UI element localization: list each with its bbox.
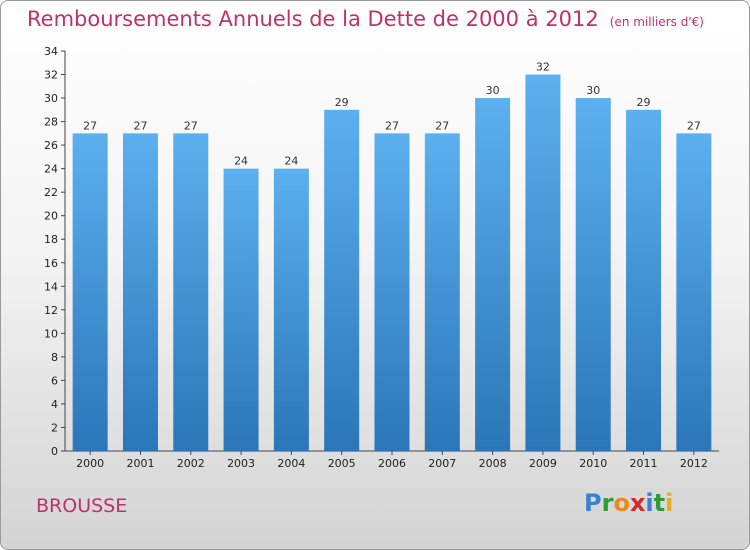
x-tick-label: 2006 — [378, 457, 406, 470]
x-tick-label: 2011 — [630, 457, 658, 470]
x-tick-label: 2001 — [126, 457, 154, 470]
proxiti-logo: Proxiti — [584, 489, 673, 517]
y-tick-label: 0 — [51, 445, 58, 458]
x-tick-label: 2007 — [428, 457, 456, 470]
x-tick-label: 2005 — [328, 457, 356, 470]
y-tick-label: 30 — [44, 92, 58, 105]
bar — [374, 133, 410, 451]
bar — [122, 133, 158, 451]
x-tick-label: 2008 — [479, 457, 507, 470]
logo-letter: i — [665, 489, 674, 517]
bar — [72, 133, 108, 451]
bar-value-label: 27 — [184, 119, 198, 132]
x-tick-label: 2009 — [529, 457, 557, 470]
y-tick-label: 14 — [44, 280, 58, 293]
y-tick-label: 4 — [51, 398, 58, 411]
bar — [173, 133, 209, 451]
logo-letter: r — [601, 489, 614, 517]
chart-title-main: Remboursements Annuels de la Dette de 20… — [27, 7, 599, 31]
y-tick-label: 20 — [44, 210, 58, 223]
bar-value-label: 27 — [133, 119, 147, 132]
bar-value-label: 29 — [637, 96, 651, 109]
x-tick-label: 2000 — [76, 457, 104, 470]
bar-value-label: 30 — [586, 84, 600, 97]
x-tick-label: 2003 — [227, 457, 255, 470]
y-tick-label: 28 — [44, 116, 58, 129]
y-tick-label: 18 — [44, 233, 58, 246]
bar-value-label: 30 — [486, 84, 500, 97]
x-tick-label: 2010 — [579, 457, 607, 470]
bar — [273, 168, 309, 451]
y-tick-label: 26 — [44, 139, 58, 152]
bar-value-label: 27 — [435, 119, 449, 132]
chart-subtitle: (en milliers d'€) — [609, 15, 704, 29]
x-tick-label: 2012 — [680, 457, 708, 470]
bar — [626, 109, 662, 451]
y-tick-label: 12 — [44, 304, 58, 317]
bar-value-label: 27 — [687, 119, 701, 132]
bar-value-label: 32 — [536, 61, 550, 74]
y-tick-label: 10 — [44, 327, 58, 340]
y-tick-label: 8 — [51, 351, 58, 364]
y-tick-label: 24 — [44, 163, 58, 176]
bar-value-label: 27 — [385, 119, 399, 132]
y-tick-label: 22 — [44, 186, 58, 199]
y-tick-label: 34 — [44, 45, 58, 58]
bar — [324, 109, 360, 451]
bar — [424, 133, 460, 451]
bar — [575, 98, 611, 451]
bar — [676, 133, 712, 451]
bar — [525, 74, 561, 451]
logo-letter: t — [653, 489, 666, 517]
bar-value-label: 27 — [83, 119, 97, 132]
bar-value-label: 24 — [234, 155, 248, 168]
town-name: BROUSSE — [36, 495, 128, 517]
x-tick-label: 2002 — [177, 457, 205, 470]
bar — [475, 98, 511, 451]
bar-value-label: 24 — [284, 155, 298, 168]
logo-letter: x — [629, 489, 646, 517]
y-tick-label: 2 — [51, 421, 58, 434]
y-tick-label: 32 — [44, 69, 58, 82]
chart-title: Remboursements Annuels de la Dette de 20… — [27, 7, 704, 31]
y-tick-label: 6 — [51, 374, 58, 387]
y-tick-label: 16 — [44, 257, 58, 270]
x-tick-label: 2004 — [277, 457, 305, 470]
logo-letter: P — [584, 489, 602, 517]
logo-letter: i — [645, 489, 654, 517]
bar — [223, 168, 259, 451]
logo-letter: o — [613, 489, 630, 517]
bar-value-label: 29 — [335, 96, 349, 109]
